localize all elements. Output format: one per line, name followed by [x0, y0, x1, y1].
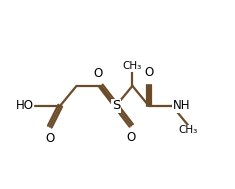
Text: HO: HO — [16, 99, 34, 112]
Text: O: O — [45, 132, 54, 145]
Text: S: S — [112, 99, 120, 112]
Text: CH₃: CH₃ — [179, 125, 198, 136]
Text: O: O — [127, 131, 136, 144]
Text: O: O — [94, 67, 103, 80]
Text: NH: NH — [173, 99, 190, 112]
Text: O: O — [144, 66, 153, 79]
Text: CH₃: CH₃ — [123, 61, 142, 71]
